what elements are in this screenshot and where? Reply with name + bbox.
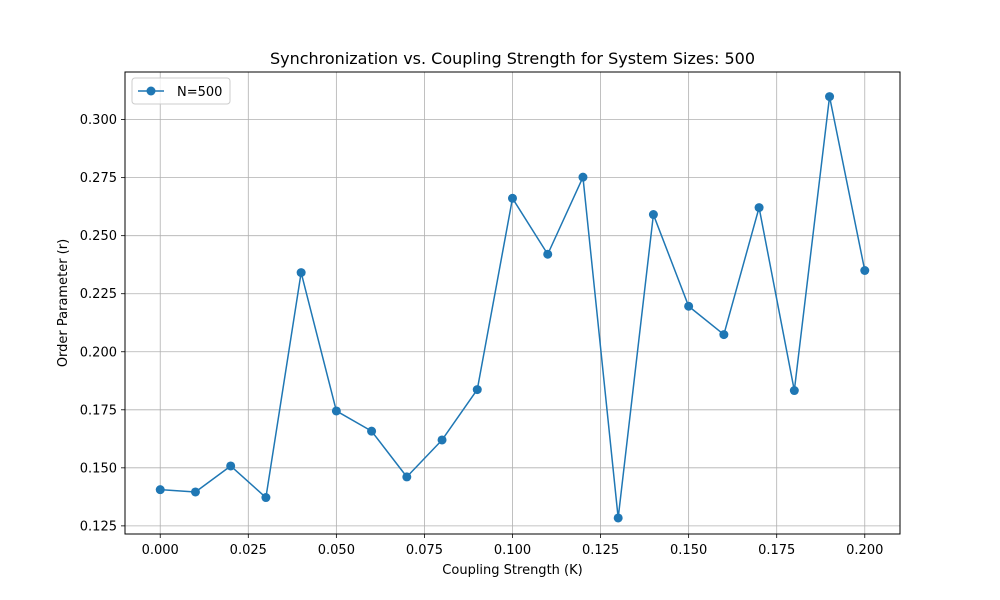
legend-marker-sample <box>146 86 156 96</box>
data-point <box>508 193 517 203</box>
data-point <box>754 203 764 213</box>
data-point <box>648 210 658 220</box>
y-tick-label: 0.225 <box>80 287 117 302</box>
data-point <box>367 426 377 436</box>
legend-box <box>131 77 231 105</box>
y-tick-label: 0.300 <box>80 113 117 128</box>
data-point <box>684 301 694 311</box>
data-point <box>261 493 271 503</box>
legend: N=500 <box>131 77 231 105</box>
x-tick-label: 0.100 <box>494 543 531 558</box>
data-point <box>578 172 588 182</box>
legend-label: N=500 <box>177 85 222 100</box>
x-tick-label: 0.150 <box>670 543 707 558</box>
data-point <box>825 92 835 102</box>
y-tick-label: 0.200 <box>80 345 117 360</box>
data-point <box>226 461 236 471</box>
x-tick-label: 0.000 <box>142 543 179 558</box>
y-tick-label: 0.275 <box>80 171 117 186</box>
data-point <box>472 385 482 395</box>
data-point <box>155 485 165 495</box>
x-tick-label: 0.200 <box>846 543 883 558</box>
x-tick-label: 0.125 <box>582 543 619 558</box>
y-axis-label: Order Parameter (r) <box>56 239 71 367</box>
y-axis: 0.125 0.150 0.175 0.200 0.225 0.250 0.275 0.300 <box>80 113 125 534</box>
data-point <box>296 268 306 278</box>
x-tick-label: 0.025 <box>230 543 267 558</box>
x-axis: 0.000 0.025 0.050 0.075 0.100 0.125 0.150 0.175… <box>142 534 883 558</box>
data-point <box>789 386 799 396</box>
x-tick-label: 0.075 <box>406 543 443 558</box>
y-tick-label: 0.150 <box>80 461 117 476</box>
data-point <box>719 330 729 340</box>
x-axis-label: Coupling Strength (K) <box>442 563 582 578</box>
x-tick-label: 0.175 <box>758 543 795 558</box>
data-point <box>402 472 412 482</box>
series-layer <box>155 92 870 523</box>
x-tick-label: 0.050 <box>318 543 355 558</box>
y-tick-label: 0.175 <box>80 403 117 418</box>
data-point <box>860 265 870 275</box>
data-point <box>543 249 553 259</box>
y-tick-label: 0.125 <box>80 519 117 534</box>
data-point <box>190 487 200 497</box>
data-point <box>613 513 623 523</box>
data-point <box>437 435 447 445</box>
y-tick-label: 0.250 <box>80 229 117 244</box>
chart-title: Synchronization vs. Coupling Strength fo… <box>270 49 755 68</box>
data-point <box>331 406 341 416</box>
